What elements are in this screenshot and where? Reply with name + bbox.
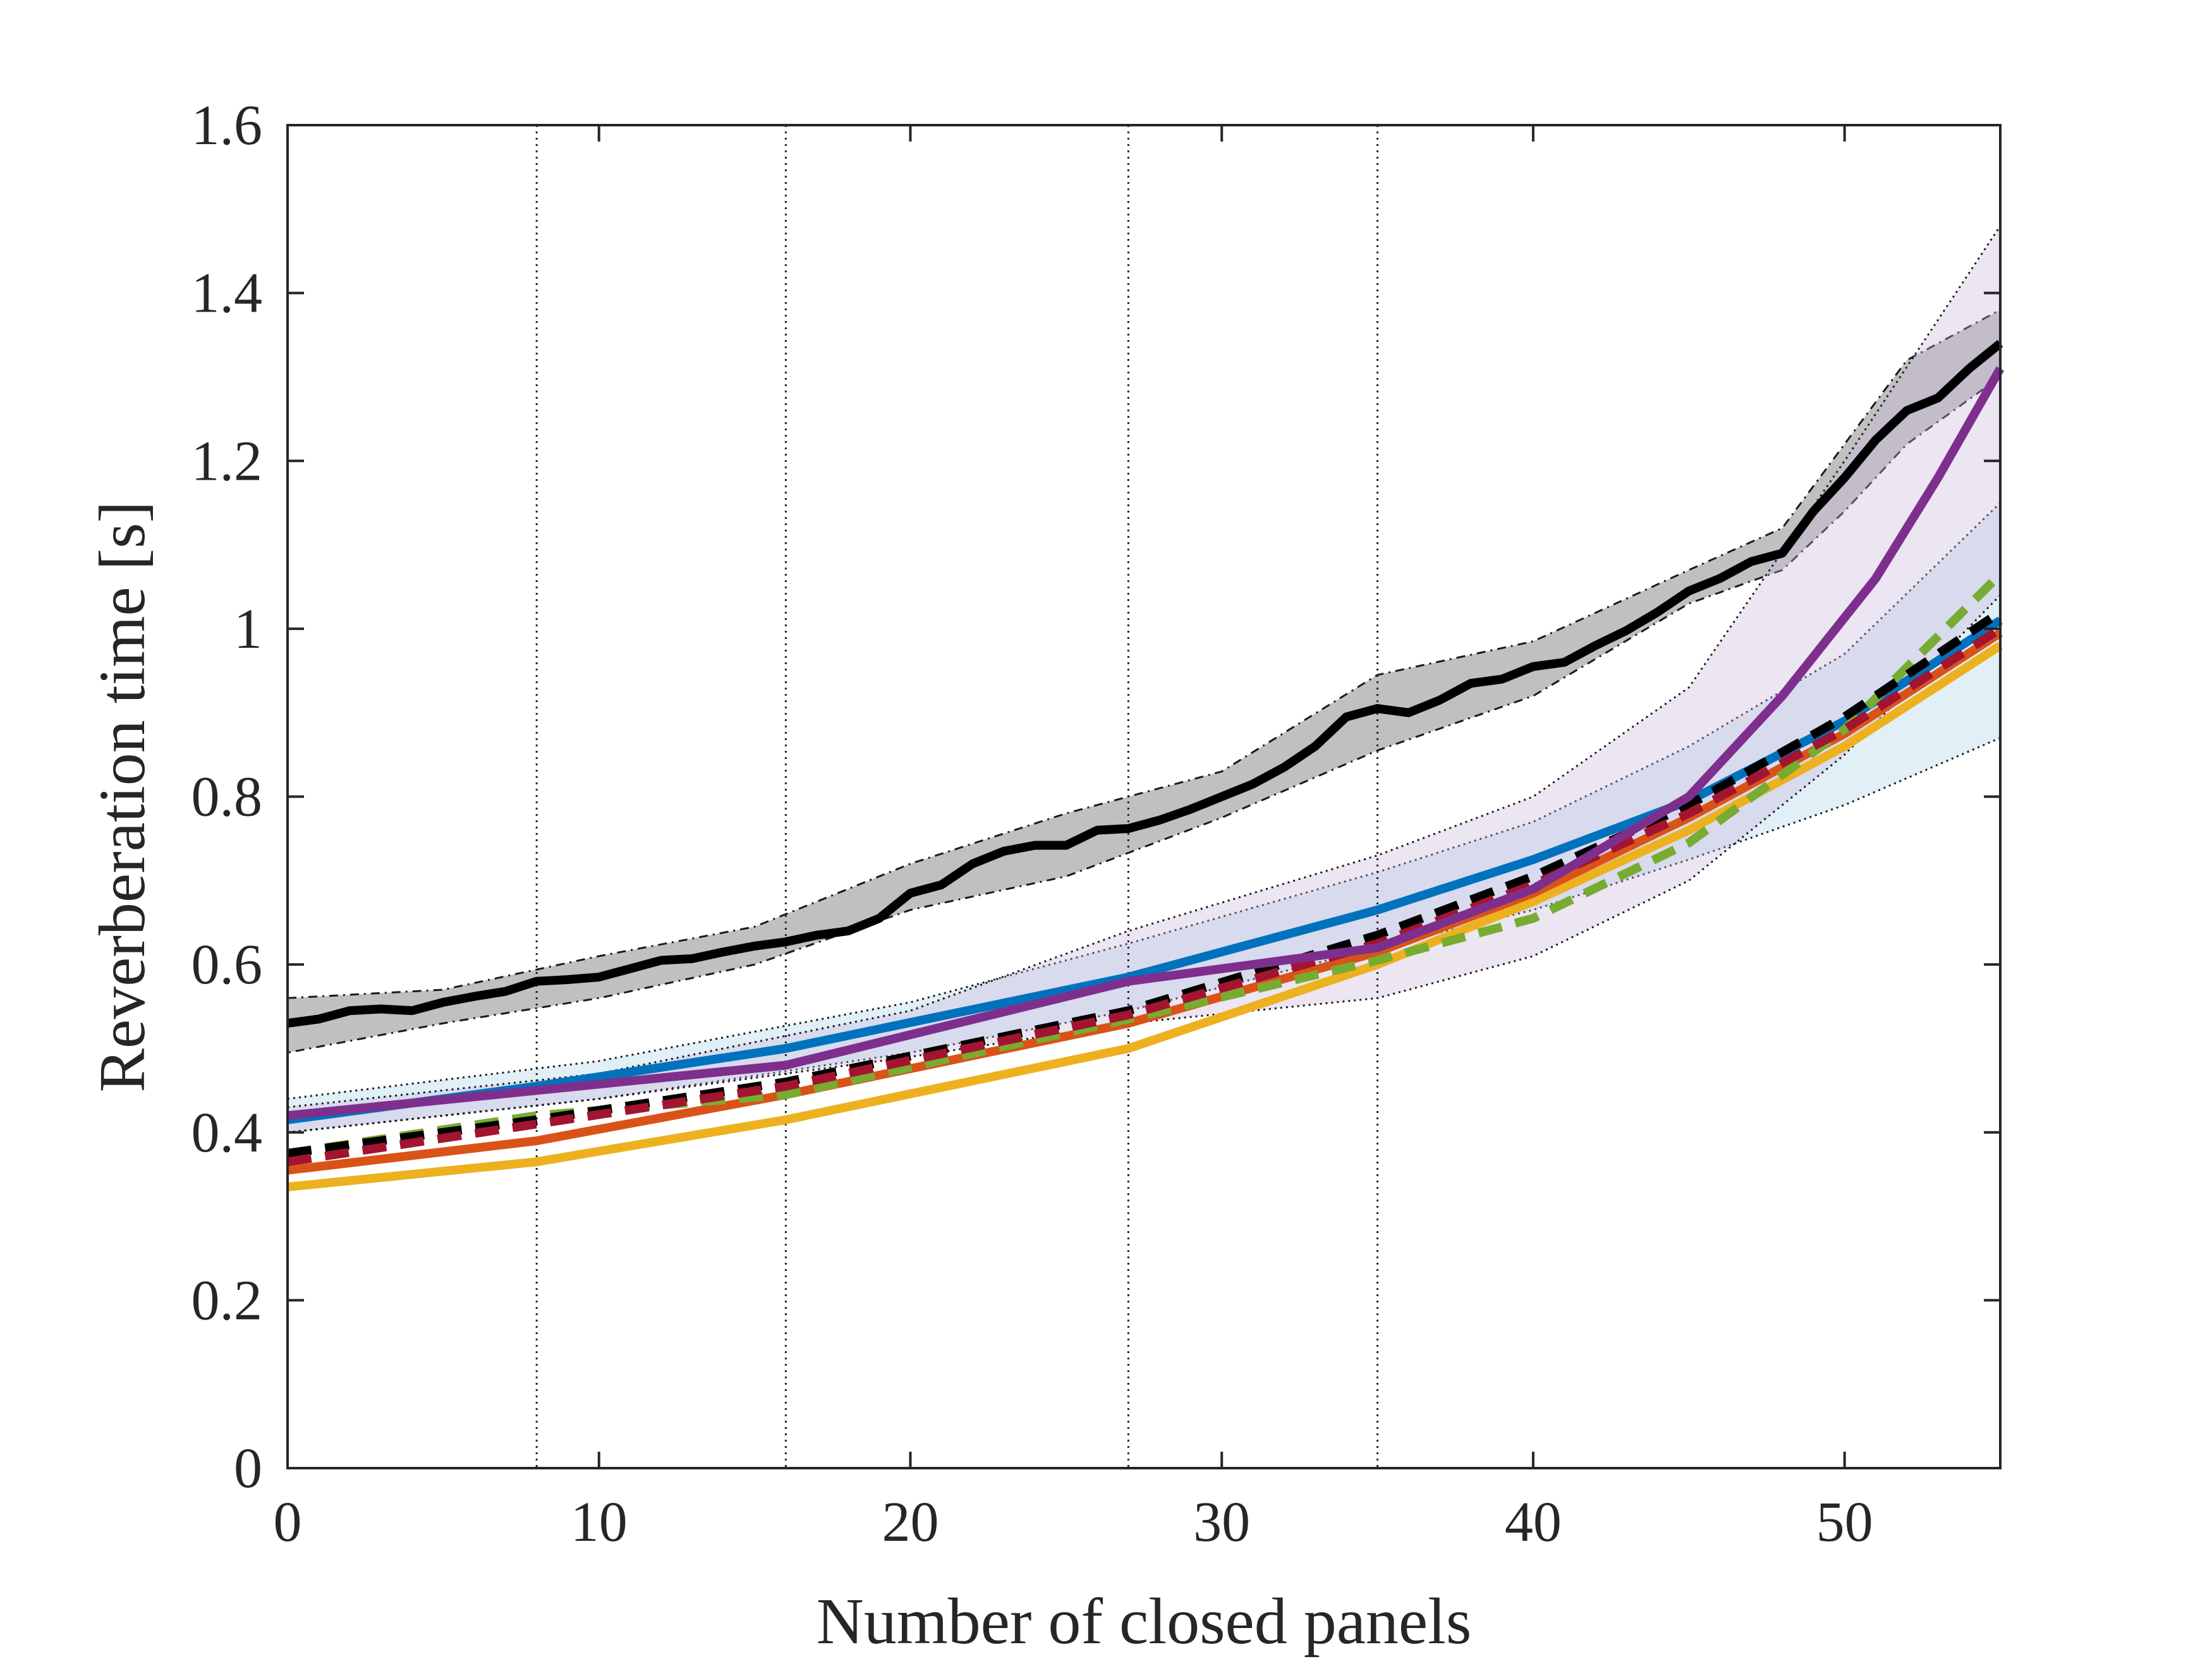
x-tick-label: 30: [1193, 1491, 1250, 1553]
y-tick-label: 1.4: [191, 262, 263, 325]
y-axis-title: Reverberation time [s]: [86, 501, 159, 1093]
confidence-band-3: [288, 226, 2000, 1133]
y-tick-label: 0.2: [191, 1269, 263, 1332]
x-axis-ticks: 0 10 20 30 40 50: [274, 125, 1873, 1553]
confidence-band-1-upper-edge: [287, 308, 2001, 999]
x-tick-label: 10: [571, 1491, 628, 1553]
y-tick-label: 0: [234, 1437, 262, 1500]
series-line-6: [287, 608, 2003, 1158]
series-line-1: [287, 339, 2003, 1028]
x-tick-label: 20: [882, 1491, 939, 1553]
series-line-8: [287, 366, 2005, 1121]
x-tick-label: 50: [1816, 1491, 1873, 1553]
series-line-5: [286, 571, 2003, 1158]
x-axis-title: Number of closed panels: [817, 1585, 1472, 1658]
y-tick-label: 0.4: [191, 1102, 263, 1164]
y-tick-label: 1.6: [191, 94, 263, 157]
vertical-reference-lines: [535, 125, 1379, 1468]
y-tick-label: 1.2: [191, 430, 263, 492]
confidence-band-1-lower-edge: [287, 376, 2001, 1054]
y-tick-label: 1: [234, 598, 262, 660]
y-tick-label: 0.6: [191, 933, 263, 996]
data-series: [286, 339, 2005, 1192]
y-tick-label: 0.8: [191, 766, 263, 829]
x-tick-label: 0: [274, 1491, 302, 1553]
y-axis-ticks: 0 0.2 0.4 0.6 0.8 1 1.2 1.4 1.6: [191, 94, 2000, 1500]
x-tick-label: 40: [1505, 1491, 1562, 1553]
